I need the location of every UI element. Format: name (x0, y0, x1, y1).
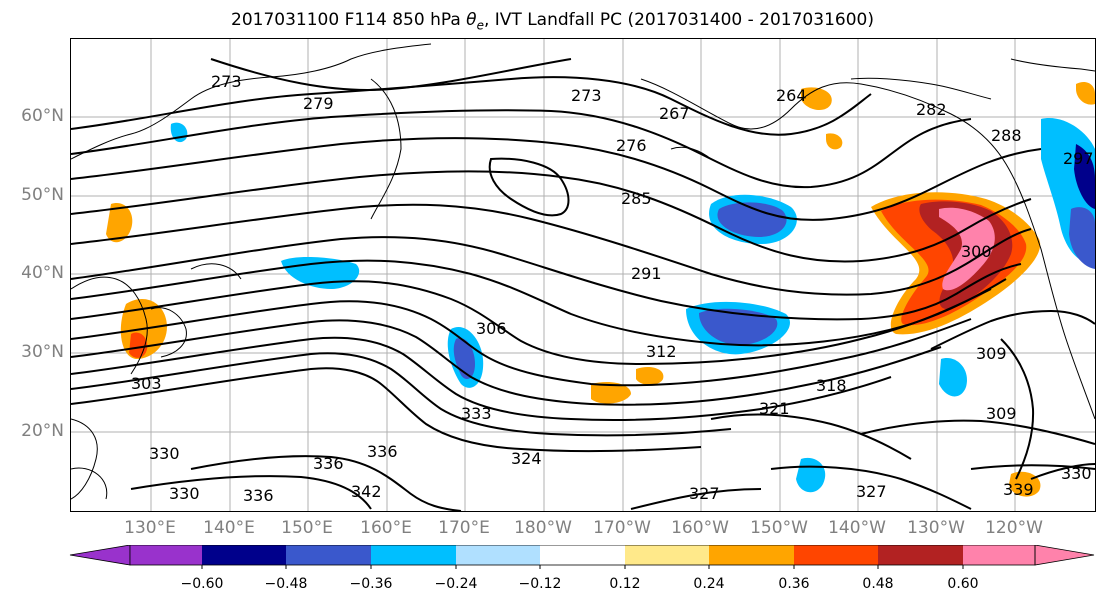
map-panel: 273 279 273 267 264 276 282 288 297 285 … (70, 38, 1096, 512)
colorbar-segment (794, 545, 878, 565)
coastlines (71, 43, 1095, 500)
contour-label: 330 (149, 444, 180, 463)
lon-label-180w: 180°W (514, 518, 572, 538)
colorbar-segment (130, 545, 202, 565)
colorbar-segment (456, 545, 540, 565)
colorbar-tick: −0.48 (264, 576, 308, 592)
lon-label-170e: 170°E (438, 518, 490, 538)
lat-label-60n: 60°N (21, 106, 64, 126)
contour-label: 309 (986, 404, 1017, 423)
colorbar-tick: −0.36 (349, 576, 393, 592)
lon-label-120w: 120°W (985, 518, 1043, 538)
contour-label: 309 (976, 344, 1007, 363)
colorbar-segment (625, 545, 709, 565)
lat-label-20n: 20°N (21, 421, 64, 441)
lon-label-170w: 170°W (593, 518, 651, 538)
lon-label-140w: 140°W (828, 518, 886, 538)
lon-label-150e: 150°E (281, 518, 333, 538)
lat-label-40n: 40°N (21, 263, 64, 283)
colorbar-tick: 0.36 (778, 576, 810, 592)
contour-label: 267 (659, 104, 690, 123)
contour-label: 264 (776, 86, 807, 105)
contour-label: 297 (1063, 149, 1094, 168)
lon-label-160e: 160°E (360, 518, 412, 538)
lon-label-130e: 130°E (124, 518, 176, 538)
colorbar-segment (709, 545, 794, 565)
negative-shading (170, 118, 1095, 493)
figure-title: 2017031100 F114 850 hPa θe, IVT Landfall… (231, 10, 874, 33)
contour-label: 330 (1061, 464, 1092, 483)
contour-label: 288 (991, 126, 1022, 145)
colorbar-tick: −0.24 (434, 576, 478, 592)
contour-label: 273 (211, 72, 242, 91)
contour-label: 333 (461, 404, 492, 423)
contour-label: 336 (243, 486, 274, 505)
colorbar-segment (540, 545, 625, 565)
contour-label: 306 (476, 319, 507, 338)
contour-label: 279 (303, 94, 334, 113)
colorbar-tick: −0.60 (180, 576, 224, 592)
contour-label: 273 (571, 86, 602, 105)
colorbar-segment (286, 545, 371, 565)
lat-label-30n: 30°N (21, 342, 64, 362)
contour-label: 324 (511, 449, 542, 468)
contour-label: 339 (1003, 480, 1034, 499)
lon-label-150w: 150°W (750, 518, 808, 538)
contour-label: 300 (961, 242, 992, 261)
contour-label: 321 (759, 399, 790, 418)
contour-label: 291 (631, 264, 662, 283)
colorbar-segment (963, 545, 1035, 565)
contour-label: 327 (856, 482, 887, 501)
colorbar-segment (371, 545, 456, 565)
contour-label: 282 (916, 100, 947, 119)
colorbar-extend-min (69, 545, 131, 566)
contour-label: 276 (616, 136, 647, 155)
colorbar-tick: −0.12 (518, 576, 562, 592)
contour-label: 327 (689, 484, 720, 503)
contour-label: 336 (313, 454, 344, 473)
colorbar-segment (878, 545, 963, 565)
contour-label: 318 (816, 376, 847, 395)
contour-label: 303 (131, 374, 162, 393)
lon-label-160w: 160°W (671, 518, 729, 538)
lat-label-50n: 50°N (21, 185, 64, 205)
contour-labels: 273 279 273 267 264 276 282 288 297 285 … (131, 72, 1094, 505)
colorbar-extend-max (1034, 545, 1095, 566)
colorbar-tick: 0.48 (862, 576, 894, 592)
colorbar (69, 545, 1095, 569)
contour-label: 285 (621, 189, 652, 208)
colorbar-segment (202, 545, 286, 565)
contour-label: 330 (169, 484, 200, 503)
contour-label: 336 (367, 442, 398, 461)
map-svg: 273 279 273 267 264 276 282 288 297 285 … (71, 39, 1095, 511)
contour-label: 312 (646, 342, 677, 361)
contour-label: 342 (351, 482, 382, 501)
theta-e-contours (71, 58, 1095, 511)
colorbar-tick: 0.24 (693, 576, 725, 592)
colorbar-tick: 0.60 (947, 576, 979, 592)
colorbar-tick: 0.12 (609, 576, 641, 592)
lon-label-140e: 140°E (203, 518, 255, 538)
lon-label-130w: 130°W (907, 518, 965, 538)
